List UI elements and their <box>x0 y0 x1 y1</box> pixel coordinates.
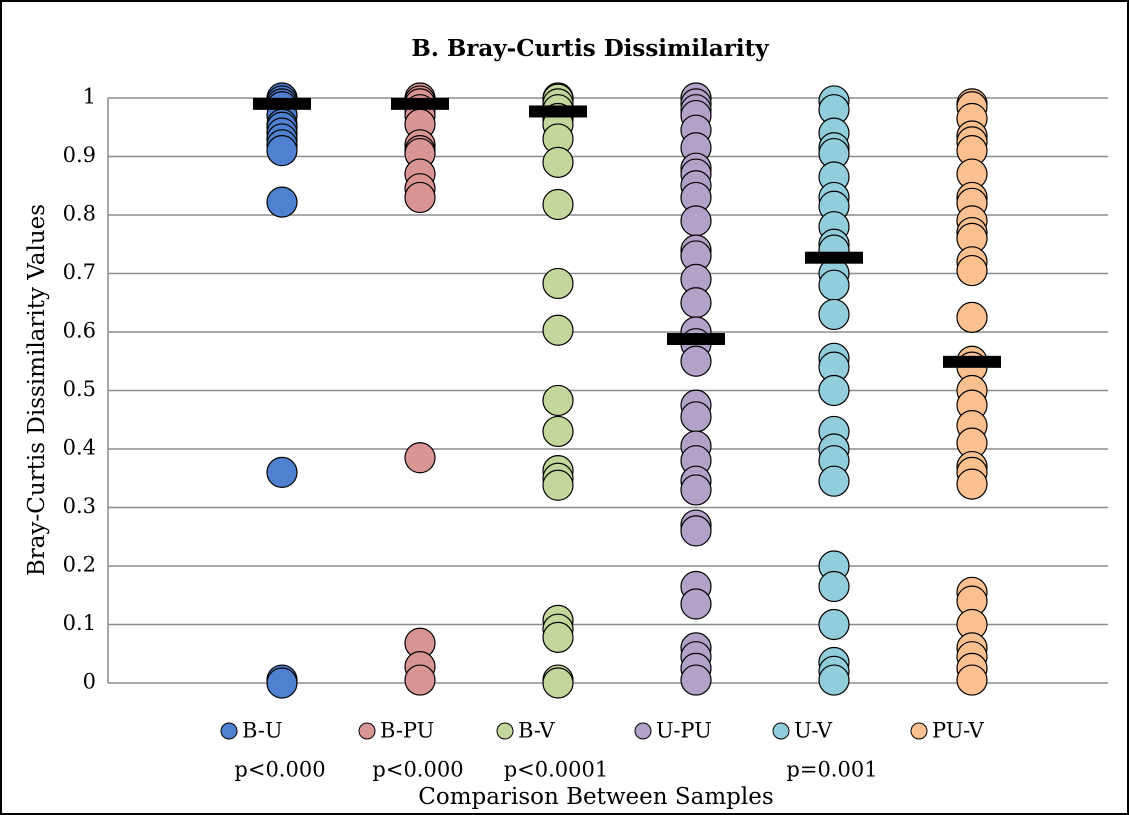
data-point <box>818 465 850 497</box>
median-bar <box>805 251 863 264</box>
data-point <box>542 415 574 448</box>
legend-label: PU-V <box>932 719 985 743</box>
p-value: p<0.0001 <box>504 758 609 782</box>
data-point <box>680 588 712 620</box>
data-point <box>266 186 298 218</box>
data-point <box>818 298 850 331</box>
data-point <box>680 401 712 433</box>
data-point <box>266 667 298 699</box>
legend-marker <box>496 722 514 740</box>
y-tick-label: 0.6 <box>63 319 96 343</box>
data-point <box>818 374 850 407</box>
data-point <box>542 384 574 417</box>
data-point <box>542 146 574 178</box>
p-value: p<0.000 <box>372 758 463 782</box>
legend-marker <box>910 722 928 740</box>
data-point <box>680 345 712 377</box>
median-bar <box>391 97 449 110</box>
data-point <box>542 469 574 501</box>
legend-label: B-V <box>518 719 555 743</box>
data-point <box>266 135 298 167</box>
legend-label: B-PU <box>380 719 434 743</box>
y-tick-label: 0.5 <box>63 377 96 401</box>
legend-label: U-V <box>794 719 833 743</box>
data-point <box>956 301 988 333</box>
data-point <box>680 205 712 237</box>
median-bar <box>943 355 1001 368</box>
data-point <box>404 181 436 214</box>
y-tick-label: 1 <box>83 85 96 109</box>
y-tick-label: 0 <box>83 670 96 694</box>
data-point <box>542 621 574 653</box>
p-value: p<0.000 <box>234 758 325 782</box>
y-tick-label: 0.1 <box>63 611 96 635</box>
chart-title: B. Bray-Curtis Dissimilarity <box>411 35 769 62</box>
legend-marker <box>220 722 238 740</box>
p-value: p=0.001 <box>786 758 877 782</box>
y-tick-label: 0.2 <box>63 553 96 577</box>
data-point <box>680 287 712 319</box>
y-tick-label: 0.4 <box>63 436 96 460</box>
legend-marker <box>772 722 790 740</box>
y-tick-label: 0.7 <box>63 260 96 284</box>
x-axis-label: Comparison Between Samples <box>418 784 773 810</box>
data-point <box>404 664 436 696</box>
data-point <box>818 269 850 301</box>
y-axis-label: Bray-Curtis Dissimilarity Values <box>24 204 50 576</box>
data-point <box>818 608 850 641</box>
y-tick-label: 0.3 <box>63 494 96 518</box>
data-point <box>818 570 850 603</box>
y-tick-label: 0.9 <box>63 143 96 167</box>
data-point <box>956 254 988 287</box>
data-point <box>956 468 988 500</box>
data-point <box>680 664 712 696</box>
median-bar <box>529 105 587 118</box>
median-bar <box>667 333 725 346</box>
data-point <box>818 664 850 696</box>
data-point <box>266 456 298 488</box>
legend-label: U-PU <box>656 719 712 743</box>
data-point <box>542 667 574 699</box>
legend-label: B-U <box>242 719 283 743</box>
legend-marker <box>634 722 652 740</box>
data-point <box>404 442 436 474</box>
data-point <box>956 664 988 696</box>
legend-marker <box>358 722 376 740</box>
data-point <box>542 267 574 300</box>
data-point <box>680 515 712 547</box>
data-point <box>542 314 574 346</box>
data-point <box>680 474 712 506</box>
median-bar <box>253 97 311 110</box>
y-tick-label: 0.8 <box>63 202 96 226</box>
data-point <box>542 188 574 221</box>
